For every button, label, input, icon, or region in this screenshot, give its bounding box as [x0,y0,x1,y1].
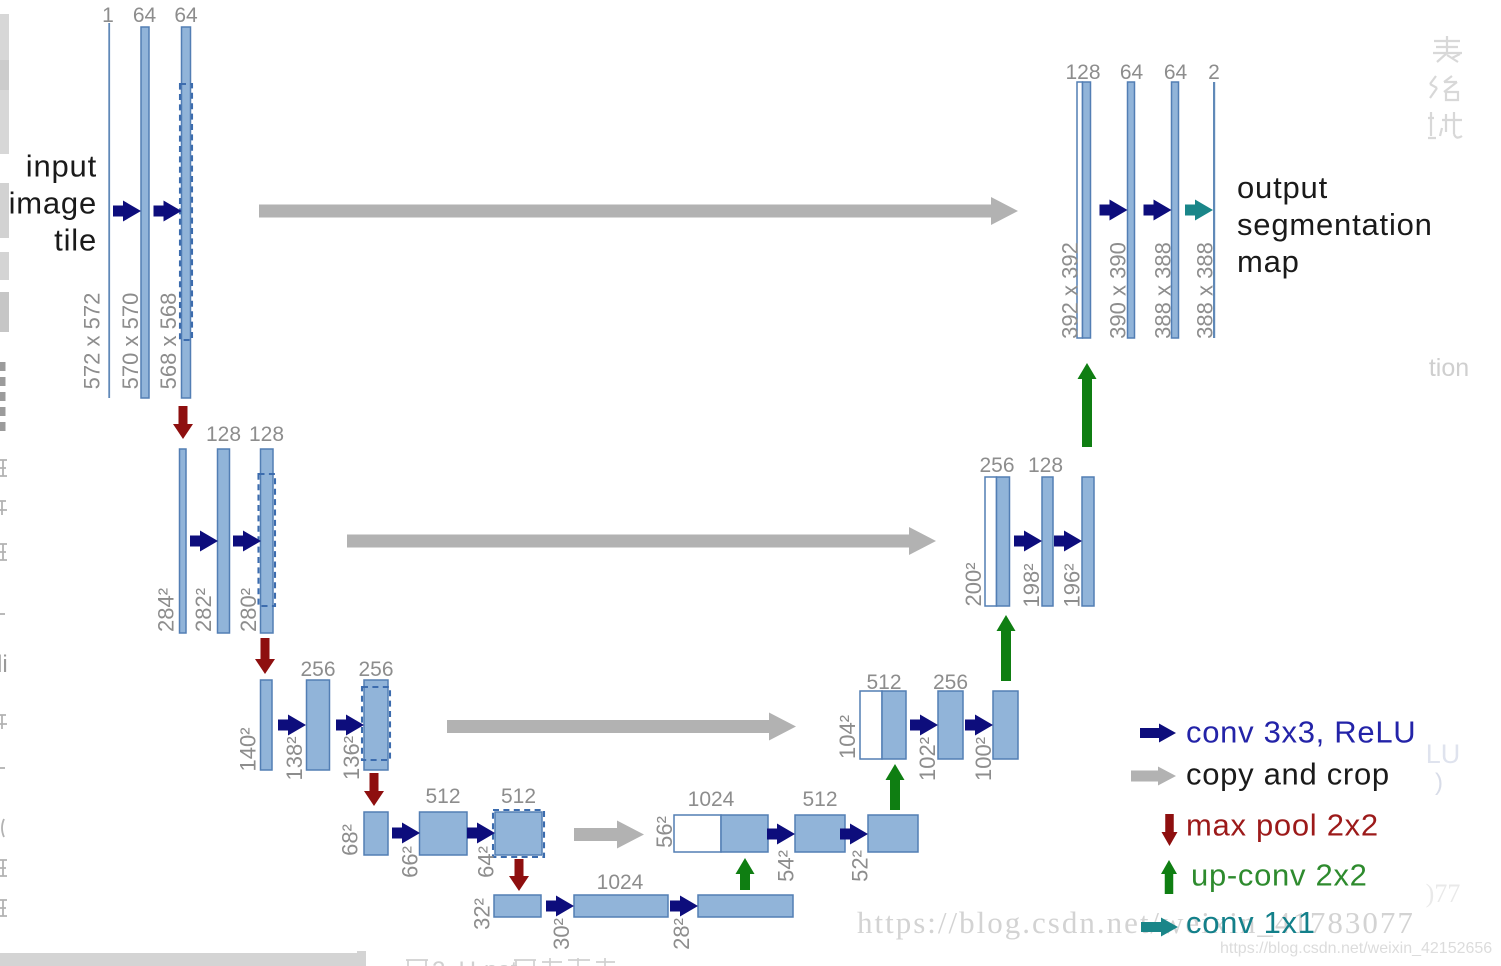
svg-text:56²: 56² [652,816,677,848]
svg-text:up-conv 2x2: up-conv 2x2 [1191,858,1368,893]
svg-text:68²: 68² [338,824,363,856]
svg-text:128: 128 [206,423,241,446]
svg-text:30²: 30² [549,918,574,950]
svg-text:256: 256 [300,658,335,681]
svg-text:256: 256 [358,658,393,681]
svg-text:1024: 1024 [597,871,644,894]
svg-text:512: 512 [425,785,460,808]
svg-text:200²: 200² [961,562,986,606]
svg-text:LU: LU [1426,739,1461,769]
svg-text:64: 64 [1164,61,1188,84]
svg-text:max pool 2x2: max pool 2x2 [1186,808,1379,843]
svg-text:64: 64 [1120,61,1144,84]
svg-text:570 x 570: 570 x 570 [118,293,143,390]
svg-text:28²: 28² [669,918,694,950]
svg-text:tion: tion [1429,354,1469,382]
svg-text:140²: 140² [236,727,261,771]
svg-text:198²: 198² [1019,563,1044,607]
svg-text:output: output [1237,170,1328,205]
svg-text:2: 2 [1208,61,1220,84]
svg-text:li: li [0,651,8,678]
svg-text:52²: 52² [848,850,873,882]
svg-text:copy and crop: copy and crop [1186,757,1390,792]
svg-text:128: 128 [1065,61,1100,84]
svg-text:284²: 284² [154,588,179,632]
svg-text:256: 256 [979,454,1014,477]
svg-text:)77: )77 [1426,879,1461,908]
svg-text:input: input [26,149,97,184]
svg-text:280²: 280² [236,588,261,632]
svg-text:392 x 392: 392 x 392 [1058,242,1083,339]
svg-text:2. U-net: 2. U-net [432,957,518,966]
svg-text:64²: 64² [474,846,499,878]
svg-text:image: image [9,186,97,221]
svg-text:100²: 100² [971,737,996,781]
svg-text:https://blog.csdn.net/weixin_4: https://blog.csdn.net/weixin_41783077 [857,905,1415,940]
svg-text:tile: tile [54,223,97,258]
svg-text:512: 512 [866,671,901,694]
svg-text:128: 128 [1028,454,1063,477]
svg-text:https://blog.csdn.net/weixin_4: https://blog.csdn.net/weixin_42152656 [1220,940,1492,957]
svg-text:segmentation: segmentation [1237,207,1433,242]
svg-text:102²: 102² [915,737,940,781]
svg-text:): ) [1435,769,1443,796]
svg-text:512: 512 [501,785,536,808]
svg-text:390 x 390: 390 x 390 [1106,242,1131,339]
svg-text:conv 1x1: conv 1x1 [1186,905,1316,940]
svg-text:32²: 32² [470,898,495,930]
svg-text:388 x 388: 388 x 388 [1151,242,1176,339]
svg-text:196²: 196² [1060,563,1085,607]
svg-text:388 x 388: 388 x 388 [1193,242,1218,339]
svg-text:64: 64 [133,4,157,27]
svg-text:conv 3x3, ReLU: conv 3x3, ReLU [1186,715,1416,750]
svg-text:1024: 1024 [688,788,735,811]
svg-text:568 x 568: 568 x 568 [156,293,181,390]
svg-text:1: 1 [102,4,114,27]
svg-text:54²: 54² [774,850,799,882]
svg-text:138²: 138² [282,736,307,780]
svg-text:256: 256 [933,671,968,694]
svg-text:572 x 572: 572 x 572 [80,293,105,390]
svg-text:map: map [1237,244,1300,279]
svg-text:64: 64 [174,4,198,27]
svg-text:104²: 104² [835,715,860,759]
svg-text:136²: 136² [339,736,364,780]
svg-text:66²: 66² [398,846,423,878]
svg-text:128: 128 [249,423,284,446]
svg-text:512: 512 [802,788,837,811]
svg-text:282²: 282² [191,588,216,632]
